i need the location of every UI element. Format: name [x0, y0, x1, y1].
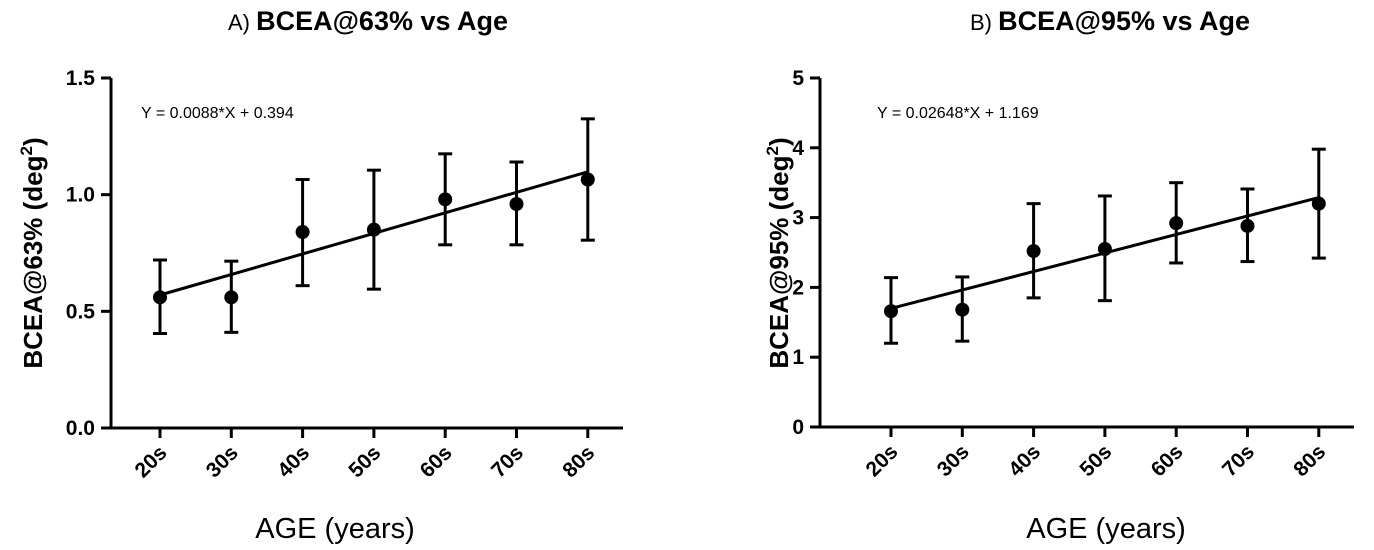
regression-equation: Y = 0.02648*X + 1.169: [877, 105, 1039, 122]
y-axis-label-superscript: 2: [17, 146, 36, 155]
y-tick-label: 3: [792, 207, 804, 230]
y-tick-label: 4: [792, 137, 804, 160]
data-point: [1311, 196, 1326, 211]
panel-label: B): [970, 10, 998, 35]
data-point: [1097, 242, 1112, 257]
data-point: [1169, 216, 1184, 231]
data-point: [366, 222, 381, 237]
chart-panel-a: A) BCEA@63% vs Age 0.0 0.5 1.0 1.5 20s 30s 40s 5…: [17, 6, 623, 545]
y-axis-label-close: ): [764, 137, 794, 146]
x-tick-label: 50s: [1075, 440, 1116, 481]
x-tick-label: 70s: [1218, 440, 1259, 481]
title-text: BCEA@95% vs Age: [998, 6, 1250, 36]
title-text: BCEA@63% vs Age: [256, 6, 508, 36]
x-tick-label: 60s: [1147, 440, 1188, 481]
y-tick-label: 0: [792, 416, 804, 439]
data-point: [295, 225, 310, 239]
chart-title: B) BCEA@95% vs Age: [970, 6, 1250, 36]
y-axis-label: BCEA@95% (deg2): [763, 137, 794, 368]
y-axis-label: BCEA@63% (deg2): [17, 137, 48, 368]
y-axis-label-text: BCEA@63% (deg: [18, 155, 48, 368]
x-tick-label: 40s: [1004, 440, 1045, 481]
chart-title: A) BCEA@63% vs Age: [228, 6, 508, 36]
data-point: [955, 302, 970, 317]
y-tick-label: 2: [792, 276, 804, 299]
x-tick-label: 50s: [344, 441, 385, 482]
x-tick-label: 60s: [416, 441, 457, 482]
data-point: [1240, 218, 1255, 233]
y-tick-label: 0.5: [66, 300, 96, 323]
data-point: [1026, 244, 1041, 259]
y-tick-label: 1: [792, 346, 804, 369]
data-point: [580, 172, 595, 187]
data-point: [153, 290, 167, 305]
chart-panel-b: B) BCEA@95% vs Age 0 1 2 3 4 5 20s 30s 40s 50s 60s 7…: [763, 6, 1354, 545]
data-point: [438, 192, 453, 207]
x-tick-label: 30s: [933, 440, 974, 481]
y-tick-label: 5: [792, 67, 804, 90]
x-axis-label: AGE (years): [1026, 513, 1186, 545]
x-tick-label: 70s: [487, 441, 528, 482]
data-point: [224, 290, 239, 305]
data-point: [884, 304, 898, 319]
y-tick-label: 1.0: [66, 184, 95, 207]
data-point: [509, 197, 524, 211]
x-tick-label: 80s: [1289, 440, 1330, 481]
x-tick-label: 40s: [273, 441, 314, 482]
y-tick-label: 0.0: [66, 417, 95, 440]
x-tick-label: 30s: [202, 441, 243, 482]
y-tick-label: 1.5: [66, 67, 96, 90]
y-axis-label-superscript: 2: [763, 146, 782, 155]
y-axis-label-text: BCEA@95% (deg: [764, 155, 794, 368]
y-axis-label-close: ): [18, 137, 48, 146]
panel-label: A): [228, 10, 256, 35]
x-axis-label: AGE (years): [255, 513, 415, 545]
x-tick-label: 20s: [130, 441, 171, 482]
x-tick-label: 80s: [558, 441, 599, 482]
x-tick-label: 20s: [861, 440, 902, 481]
regression-equation: Y = 0.0088*X + 0.394: [141, 105, 294, 122]
